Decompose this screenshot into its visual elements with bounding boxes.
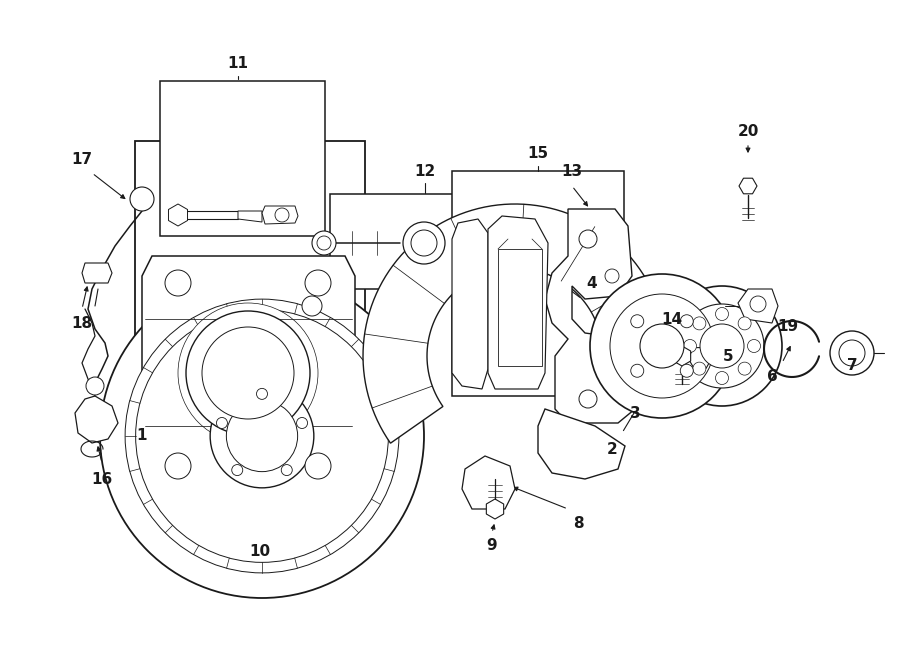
Circle shape: [750, 296, 766, 312]
Circle shape: [700, 324, 744, 368]
Text: 17: 17: [71, 151, 93, 167]
Circle shape: [716, 307, 728, 321]
Circle shape: [631, 364, 644, 377]
Circle shape: [662, 286, 782, 406]
Circle shape: [256, 389, 267, 399]
Polygon shape: [498, 249, 542, 366]
Circle shape: [605, 349, 619, 363]
Polygon shape: [142, 256, 355, 496]
Polygon shape: [673, 346, 690, 366]
Polygon shape: [738, 289, 778, 323]
Circle shape: [403, 222, 445, 264]
Polygon shape: [75, 396, 118, 443]
Text: 2: 2: [607, 442, 617, 457]
Polygon shape: [238, 211, 262, 222]
Polygon shape: [175, 211, 238, 219]
Circle shape: [680, 315, 693, 328]
Circle shape: [231, 465, 243, 475]
Circle shape: [136, 309, 389, 563]
Polygon shape: [168, 204, 187, 226]
Circle shape: [202, 327, 294, 419]
Circle shape: [178, 303, 318, 443]
Polygon shape: [688, 348, 712, 368]
Text: 9: 9: [487, 539, 498, 553]
Circle shape: [411, 230, 437, 256]
Text: 19: 19: [778, 319, 798, 334]
Polygon shape: [363, 204, 658, 443]
Text: 5: 5: [723, 348, 734, 364]
Text: 12: 12: [414, 163, 436, 178]
Polygon shape: [488, 216, 548, 389]
Polygon shape: [545, 209, 635, 423]
Circle shape: [680, 364, 693, 377]
Circle shape: [227, 401, 298, 472]
Circle shape: [579, 390, 597, 408]
Circle shape: [610, 294, 714, 398]
Circle shape: [640, 324, 684, 368]
Text: 7: 7: [847, 358, 858, 373]
Text: 3: 3: [630, 405, 640, 420]
Text: 6: 6: [767, 368, 778, 383]
Circle shape: [165, 453, 191, 479]
Bar: [160, 81, 325, 236]
Polygon shape: [739, 178, 757, 194]
Text: 8: 8: [572, 516, 583, 531]
Circle shape: [165, 270, 191, 296]
Text: 13: 13: [562, 163, 582, 178]
Circle shape: [839, 340, 865, 366]
Circle shape: [305, 453, 331, 479]
Text: 11: 11: [228, 56, 248, 71]
Text: 20: 20: [737, 124, 759, 139]
Polygon shape: [82, 263, 112, 283]
Circle shape: [590, 274, 734, 418]
Circle shape: [716, 371, 728, 385]
Circle shape: [86, 377, 104, 395]
Polygon shape: [452, 219, 488, 389]
Circle shape: [830, 331, 874, 375]
Bar: [330, 194, 520, 289]
Circle shape: [100, 274, 424, 598]
Circle shape: [738, 362, 752, 375]
Text: 1: 1: [137, 428, 148, 444]
Polygon shape: [262, 206, 298, 224]
Circle shape: [305, 270, 331, 296]
Circle shape: [302, 296, 322, 316]
Circle shape: [275, 208, 289, 222]
Circle shape: [631, 315, 644, 328]
Circle shape: [130, 187, 154, 211]
Circle shape: [211, 384, 314, 488]
Polygon shape: [538, 409, 625, 479]
Circle shape: [297, 418, 308, 428]
Circle shape: [738, 317, 752, 330]
Text: 10: 10: [249, 543, 271, 559]
Circle shape: [680, 304, 764, 388]
Circle shape: [683, 340, 697, 352]
Circle shape: [579, 230, 597, 248]
Text: 15: 15: [527, 145, 549, 161]
Text: 4: 4: [587, 276, 598, 290]
Circle shape: [282, 465, 292, 475]
Circle shape: [748, 340, 760, 352]
Bar: [135, 141, 365, 526]
Circle shape: [693, 317, 706, 330]
Text: 16: 16: [92, 471, 112, 486]
Polygon shape: [486, 499, 504, 519]
Text: 18: 18: [71, 315, 93, 330]
Circle shape: [693, 362, 706, 375]
Circle shape: [216, 418, 228, 428]
Circle shape: [312, 231, 336, 255]
Circle shape: [605, 269, 619, 283]
Circle shape: [317, 236, 331, 250]
Circle shape: [125, 299, 399, 573]
Polygon shape: [462, 456, 515, 509]
Bar: [452, 171, 624, 396]
Text: 14: 14: [662, 311, 682, 327]
Circle shape: [186, 311, 310, 435]
